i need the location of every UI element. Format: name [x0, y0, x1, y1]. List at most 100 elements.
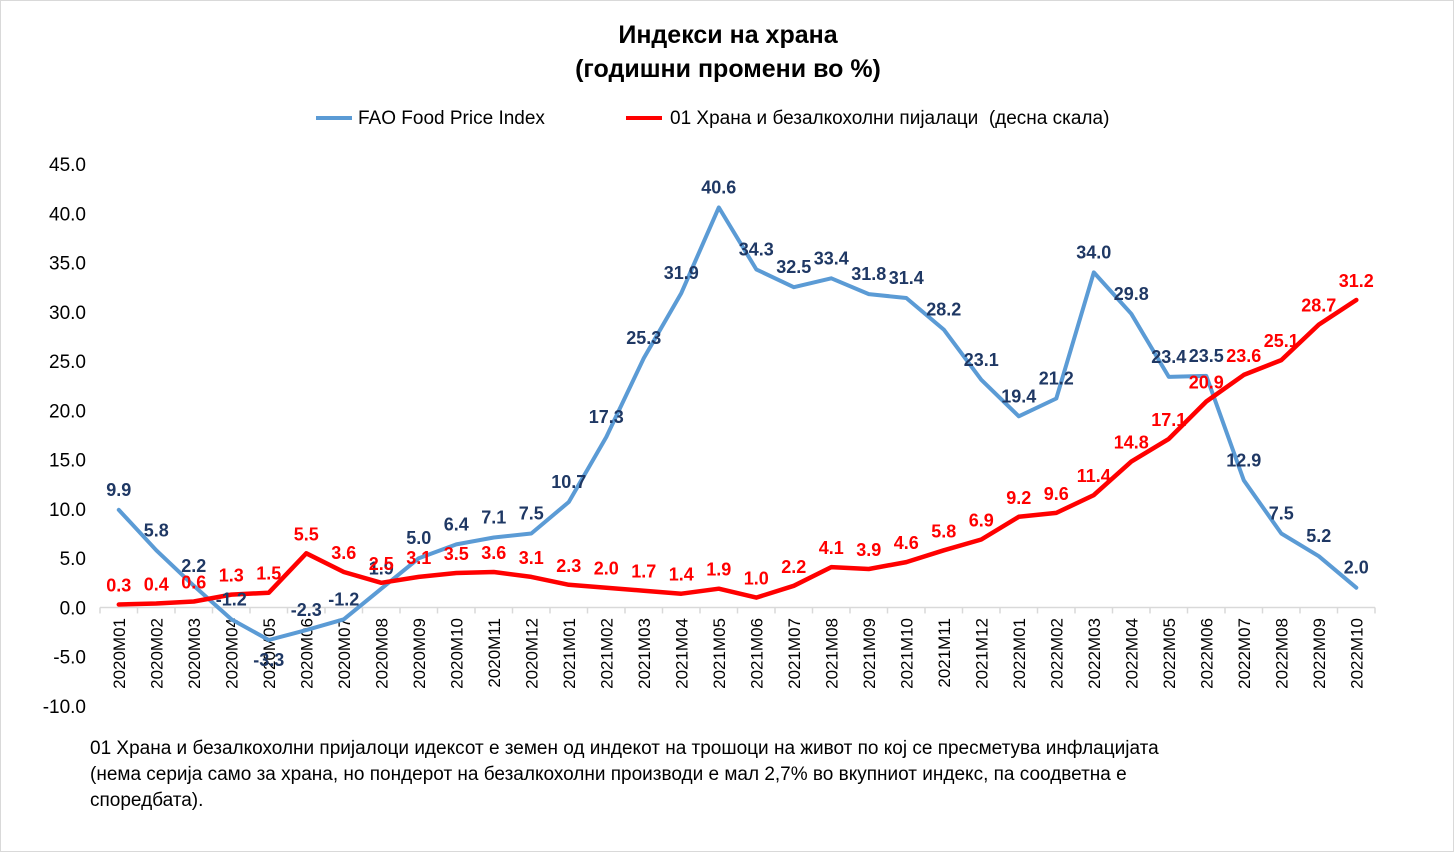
data-label-food: 3.1 [406, 548, 431, 568]
y-tick-label: 15.0 [49, 451, 86, 472]
data-labels: 9.9 5.8 2.2 -1.2 -3.3 -2.3 -1.2 1.9 5.0 6.4 7.1 7.5… [106, 177, 1374, 670]
data-label-fao: 17.3 [589, 407, 624, 427]
y-tick-label: 5.0 [60, 549, 86, 570]
data-label-fao: 5.8 [144, 520, 169, 540]
y-tick-label: 40.0 [49, 204, 86, 225]
chart-title-line-1: Индекси на храна [618, 21, 838, 49]
x-tick-label: 2020M07 [335, 618, 354, 689]
x-tick-label: 2022M03 [1085, 618, 1104, 689]
data-label-food: 3.5 [444, 544, 469, 564]
x-tick-label: 2021M11 [935, 618, 954, 688]
data-label-food: 3.9 [856, 540, 881, 560]
x-tick-label: 2020M02 [147, 618, 166, 689]
data-label-food: 28.7 [1301, 296, 1336, 316]
series-line-food [116, 297, 1359, 607]
x-tick-label: 2021M07 [785, 618, 804, 689]
data-label-food: 0.4 [144, 575, 169, 595]
x-tick-label: 2020M03 [185, 618, 204, 689]
x-tick-label: 2021M06 [747, 618, 766, 689]
data-label-food: 4.1 [819, 538, 844, 558]
data-label-food: 2.3 [556, 556, 581, 576]
data-label-fao: 7.1 [481, 507, 506, 527]
x-tick-label: 2020M04 [222, 618, 241, 689]
x-tick-label: 2020M06 [297, 618, 316, 689]
x-tick-label: 2021M03 [635, 618, 654, 689]
data-label-food: 5.5 [294, 524, 319, 544]
data-label-fao: 5.2 [1306, 526, 1331, 546]
x-tick-label: 2020M01 [110, 618, 129, 689]
x-tick-label: 2021M01 [560, 618, 579, 689]
y-tick-label: 35.0 [49, 254, 86, 275]
data-label-fao: 25.3 [626, 328, 661, 348]
data-label-fao: 2.2 [181, 556, 206, 576]
data-label-food: 1.0 [744, 569, 769, 589]
series-lines [116, 205, 1359, 642]
x-tick-label: 2022M08 [1272, 618, 1291, 689]
data-label-fao: 2.0 [1344, 558, 1369, 578]
y-tick-label: 45.0 [49, 155, 86, 176]
data-label-fao: 32.5 [776, 257, 811, 277]
data-label-fao: 6.4 [444, 514, 469, 534]
y-tick-label: 25.0 [49, 352, 86, 373]
data-label-food: 1.5 [256, 564, 281, 584]
x-tick-label: 2022M04 [1122, 618, 1141, 689]
data-label-food: 1.7 [631, 562, 656, 582]
data-label-food: 1.4 [669, 565, 694, 585]
data-label-food: 0.6 [181, 573, 206, 593]
data-label-fao: 23.4 [1151, 347, 1186, 367]
x-tick-label: 2020M10 [447, 618, 466, 689]
data-label-fao: 23.5 [1189, 346, 1224, 366]
x-tick-label: 2021M10 [897, 618, 916, 689]
data-label-food: 2.0 [594, 559, 619, 579]
data-label-food: 31.2 [1339, 271, 1374, 291]
data-label-fao: 7.5 [519, 504, 544, 524]
x-tick-label: 2022M09 [1310, 618, 1329, 689]
x-tick-label: 2022M06 [1197, 618, 1216, 689]
data-label-fao: 29.8 [1114, 284, 1149, 304]
legend-label-fao: FAO Food Price Index [358, 108, 545, 129]
x-tick-label: 2022M10 [1347, 618, 1366, 689]
footnote: 01 Храна и безалкохолни пријалоци идексо… [90, 738, 1159, 811]
x-tick-label: 2020M11 [485, 618, 504, 688]
data-label-food: 3.6 [481, 543, 506, 563]
data-label-fao: 34.3 [739, 239, 774, 259]
data-label-fao: 28.2 [926, 300, 961, 320]
x-tick-label: 2021M09 [860, 618, 879, 689]
x-tick-label: 2022M05 [1160, 618, 1179, 689]
x-tick-label: 2021M12 [972, 618, 991, 689]
data-label-food: 1.3 [219, 566, 244, 586]
data-label-fao: 31.4 [889, 268, 924, 288]
data-label-food: 14.8 [1114, 433, 1149, 453]
data-label-food: 1.9 [706, 560, 731, 580]
x-tick-label: 2021M05 [710, 618, 729, 689]
y-tick-label: 30.0 [49, 303, 86, 324]
data-label-fao: -1.2 [216, 589, 247, 609]
data-label-fao: -1.2 [328, 589, 359, 609]
data-label-fao: 21.2 [1039, 369, 1074, 389]
data-label-food: 2.2 [781, 557, 806, 577]
data-label-fao: 1.9 [369, 559, 394, 579]
x-tick-label: 2022M02 [1047, 618, 1066, 689]
data-label-fao: 31.9 [664, 263, 699, 283]
x-tick-label: 2021M04 [672, 618, 691, 689]
y-tick-label: -10.0 [43, 697, 86, 718]
data-label-fao: 5.0 [406, 528, 431, 548]
data-label-food: 20.9 [1189, 372, 1224, 392]
x-tick-label: 2022M01 [1010, 618, 1029, 689]
data-label-fao: 23.1 [964, 350, 999, 370]
data-label-fao: 31.8 [851, 264, 886, 284]
y-tick-label: -5.0 [53, 648, 86, 669]
x-tick-label: 2022M07 [1235, 618, 1254, 689]
data-label-fao: -3.3 [253, 650, 284, 670]
chart-title-line-2: (годишни промени во %) [575, 55, 881, 83]
series-line-fao [116, 205, 1359, 642]
data-label-food: 3.6 [331, 543, 356, 563]
data-label-food: 3.1 [519, 548, 544, 568]
data-label-fao: 34.0 [1076, 242, 1111, 262]
x-tick-label: 2020M09 [410, 618, 429, 689]
y-tick-label: 10.0 [49, 500, 86, 521]
y-axis: 45.0 40.0 35.0 30.0 25.0 20.0 15.0 10.0 5.0 0.0 -5… [43, 155, 86, 718]
x-tick-label: 2021M02 [597, 618, 616, 689]
